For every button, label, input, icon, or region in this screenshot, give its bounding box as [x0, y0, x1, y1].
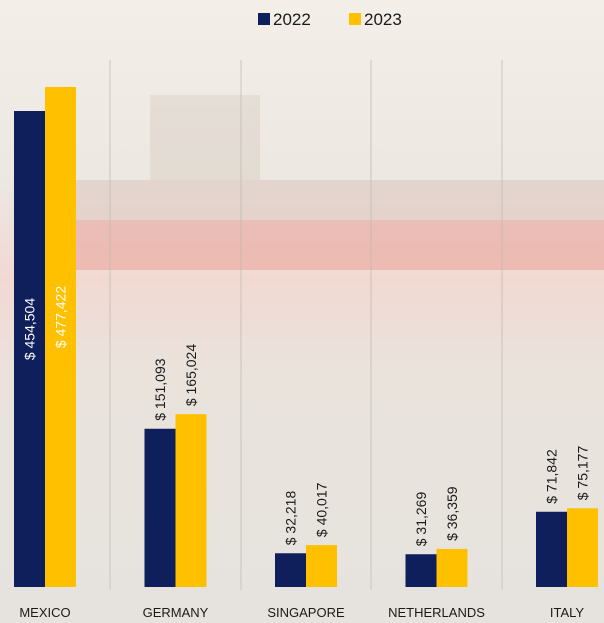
legend-label: 2023 [364, 10, 402, 29]
x-tick-label: SINGAPORE [267, 605, 345, 620]
bar [14, 111, 45, 587]
value-label: $ 75,177 [575, 446, 591, 501]
value-label: $ 32,218 [283, 491, 299, 546]
value-label: $ 31,269 [413, 492, 429, 547]
value-label: $ 71,842 [544, 449, 560, 504]
x-tick-label: GERMANY [143, 605, 209, 620]
bar [45, 87, 76, 587]
bar [275, 553, 306, 587]
value-label: $ 40,017 [314, 482, 330, 537]
legend-swatch [349, 13, 361, 25]
bar [175, 414, 207, 587]
bar [536, 511, 567, 587]
value-label: $ 36,359 [444, 486, 460, 541]
bar [436, 548, 468, 587]
value-label: $ 165,024 [183, 344, 199, 406]
legend-label: 2022 [273, 10, 311, 29]
x-tick-label: NETHERLANDS [388, 605, 485, 620]
value-label: $ 151,093 [152, 358, 168, 420]
bar [567, 508, 598, 587]
background-ship [70, 95, 604, 270]
bar [306, 545, 337, 587]
value-label: $ 477,422 [53, 286, 69, 348]
value-label: $ 454,504 [22, 298, 38, 360]
bar [144, 428, 176, 587]
legend-swatch [258, 13, 270, 25]
bar [405, 554, 437, 587]
dividers [109, 60, 503, 590]
x-tick-label: ITALY [550, 605, 585, 620]
x-tick-label: MEXICO [19, 605, 70, 620]
